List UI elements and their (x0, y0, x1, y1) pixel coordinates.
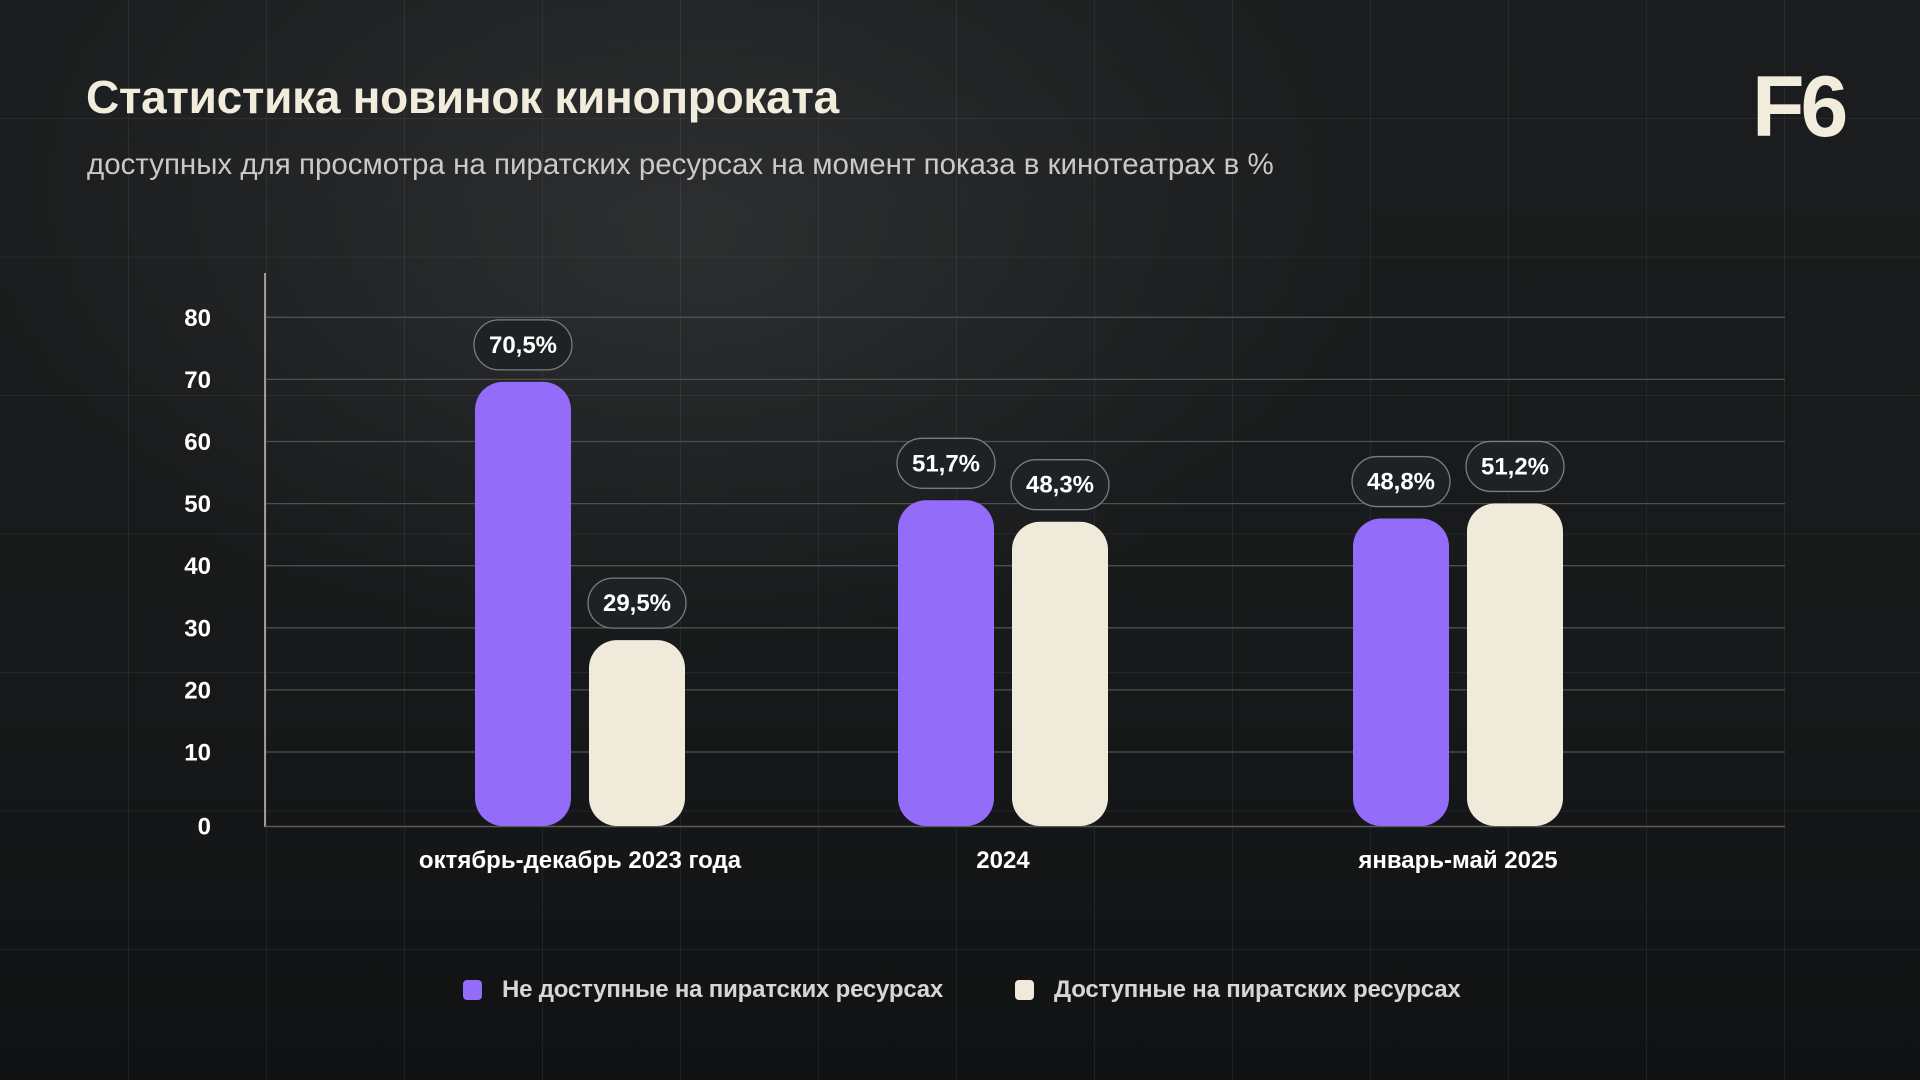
legend-label: Не доступные на пиратских ресурсах (502, 976, 944, 1003)
data-labels: 70,5% 29,5% 51,7% 48,3% 48,8% 51,2% (473, 319, 1565, 629)
y-axis-ticks: 0 10 20 30 40 50 60 70 80 (184, 305, 211, 841)
x-tick-label: октябрь-декабрь 2023 года (419, 847, 742, 874)
data-label-background (473, 319, 573, 371)
bars (475, 381, 1563, 826)
x-tick-label: 2024 (976, 847, 1030, 874)
bar-unavailable[interactable] (475, 381, 571, 826)
data-label-pill: 51,7% (896, 437, 996, 489)
bar-available[interactable] (1012, 521, 1108, 826)
y-tick-label: 10 (184, 740, 211, 767)
data-label-background (896, 437, 996, 489)
legend-label: Доступные на пиратских ресурсах (1054, 976, 1461, 1003)
data-label-text: 48,8% (1367, 469, 1435, 496)
bar-unavailable[interactable] (1353, 518, 1449, 826)
y-tick-label: 20 (184, 677, 211, 704)
data-label-text: 51,7% (912, 450, 980, 477)
legend-item-available[interactable]: Доступные на пиратских ресурсах (1015, 976, 1461, 1004)
y-tick-label: 40 (184, 553, 211, 580)
x-axis-labels: октябрь-декабрь 2023 года 2024 январь-май … (419, 847, 1558, 874)
legend-item-unavailable[interactable]: Не доступные на пиратских ресурсах (463, 976, 943, 1004)
data-label-pill: 48,8% (1351, 455, 1451, 508)
data-label-text: 70,5% (489, 332, 557, 359)
y-tick-label: 0 (198, 814, 211, 841)
data-label-background (587, 577, 687, 629)
legend-swatch-purple-icon (463, 980, 482, 1000)
legend: Не доступные на пиратских ресурсах Досту… (0, 976, 1920, 1004)
f6-logo: F6 (1752, 59, 1848, 155)
y-tick-label: 30 (184, 615, 211, 642)
page-title: Статистика новинок кинопроката (86, 71, 839, 123)
bar-available[interactable] (589, 640, 685, 826)
data-label-pill: 51,2% (1465, 440, 1565, 493)
data-label-background (1351, 455, 1451, 508)
data-label-text: 29,5% (603, 590, 671, 617)
page-subtitle: доступных для просмотра на пиратских рес… (87, 148, 1274, 181)
data-label-background (1010, 459, 1110, 511)
bar-available[interactable] (1467, 503, 1563, 826)
y-tick-label: 80 (184, 305, 211, 332)
data-label-pill: 70,5% (473, 319, 573, 371)
legend-swatch-cream-icon (1015, 980, 1034, 1000)
data-label-text: 48,3% (1026, 472, 1094, 499)
data-label-pill: 29,5% (587, 577, 687, 629)
y-tick-label: 50 (184, 491, 211, 518)
data-label-text: 51,2% (1481, 453, 1549, 480)
bar-unavailable[interactable] (898, 500, 994, 826)
x-tick-label: январь-май 2025 (1357, 847, 1557, 874)
data-label-background (1465, 440, 1565, 493)
data-label-pill: 48,3% (1010, 459, 1110, 511)
y-tick-label: 70 (184, 367, 211, 394)
y-tick-label: 60 (184, 429, 211, 456)
